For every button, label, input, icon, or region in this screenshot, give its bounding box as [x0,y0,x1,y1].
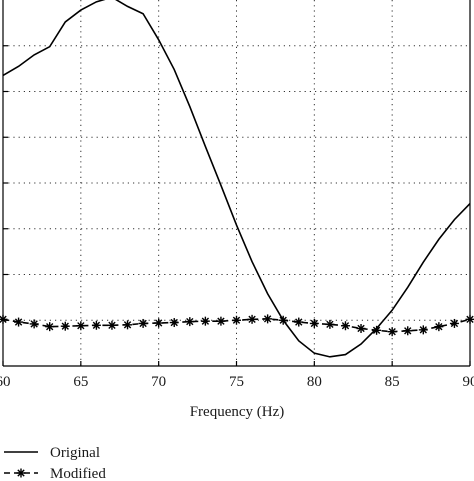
data-point-modified [45,322,55,332]
asterisk-stroke [217,317,225,325]
legend-modified-label: Modified [50,466,106,481]
asterisk-stroke [404,327,412,335]
data-point-modified [200,316,210,326]
asterisk-stroke [450,319,459,328]
data-point-modified [340,321,350,331]
data-point-modified [418,325,428,335]
data-point-modified [14,317,24,327]
legend-original-label: Original [50,445,100,461]
asterisk-stroke [372,326,381,334]
asterisk-stroke [248,315,256,324]
x-tick-label: 70 [151,374,166,390]
x-tick-label: 65 [73,374,88,390]
asterisk-stroke [92,321,101,329]
x-tick-labels: 60 65 70 75 80 85 90 [0,374,474,390]
asterisk-stroke [295,318,303,326]
data-point-modified [216,316,226,326]
asterisk-stroke [108,321,116,329]
x-tick-label: 60 [0,374,11,390]
data-point-modified [76,321,86,331]
asterisk-stroke [326,320,334,329]
data-point-modified [0,314,8,324]
data-point-modified [107,320,117,330]
asterisk-stroke [279,316,287,324]
data-point-modified [247,314,257,324]
asterisk-stroke [17,469,25,477]
asterisk-stroke [46,322,54,331]
data-point-modified [138,318,148,328]
asterisk-stroke [310,319,319,328]
asterisk-stroke [388,328,396,336]
data-point-modified [60,321,70,331]
data-point-modified [465,314,474,324]
asterisk-stroke [341,322,350,330]
asterisk-stroke [123,321,132,329]
asterisk-stroke [232,316,241,324]
asterisk-stroke [186,317,194,326]
asterisk-stroke [14,318,23,326]
data-point-modified [294,317,304,327]
asterisk-stroke [139,319,147,328]
data-point-modified [278,315,288,325]
x-tick-label: 90 [463,374,474,390]
data-point-modified [263,314,273,324]
asterisk-stroke [466,315,474,324]
data-point-modified [154,318,164,328]
asterisk-stroke [263,315,272,323]
plot-area [0,0,474,358]
data-point-modified [232,315,241,325]
data-point-modified [309,318,319,328]
data-point-modified [372,325,382,335]
data-point-modified [325,319,335,329]
data-point-modified [29,319,39,329]
data-point-modified [449,318,459,328]
data-point-modified [185,317,195,327]
legend: Original Modified [4,445,106,481]
x-tick-label: 85 [385,374,400,390]
data-point-modified [403,326,413,336]
asterisk-stroke [30,320,38,328]
grid [3,0,470,366]
asterisk-stroke [357,324,365,333]
x-axis-label: Frequency (Hz) [190,404,285,420]
x-tick-label: 80 [307,374,322,390]
asterisk-stroke [419,326,427,334]
data-point-modified [169,318,179,328]
data-point-modified [91,320,101,330]
data-point-modified [356,323,366,333]
data-point-modified [387,327,397,337]
asterisk-stroke [154,319,163,327]
asterisk-stroke [0,315,7,324]
asterisk-stroke [170,318,178,327]
series-line-original [3,0,470,358]
asterisk-stroke [201,317,210,325]
asterisk-stroke [435,322,443,331]
data-point-modified [123,320,133,330]
asterisk-stroke [77,322,85,330]
data-point-modified [434,322,444,332]
x-tick-label: 75 [229,374,244,390]
asterisk-marker [16,468,26,478]
legend-modified-swatch [4,468,38,478]
asterisk-stroke [61,322,69,330]
